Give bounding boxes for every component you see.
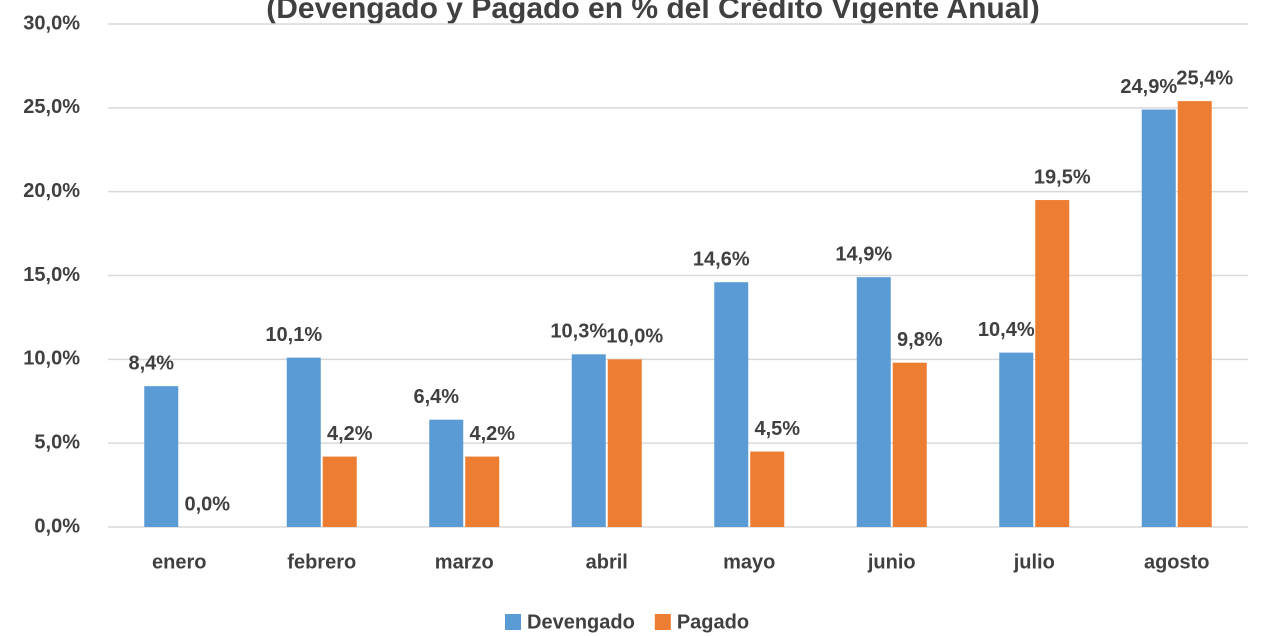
data-label: 8,4% [128,352,174,374]
y-tick-label: 30,0% [23,12,80,34]
bar [892,362,927,527]
x-tick-label: junio [867,551,916,573]
data-label: 4,2% [327,423,373,445]
data-label: 4,2% [469,423,515,445]
x-tick-label: mayo [723,551,775,573]
data-label: 10,1% [265,324,322,346]
data-label: 14,9% [835,243,892,265]
data-label: 10,3% [550,321,607,343]
data-label: 24,9% [1120,76,1177,98]
bar [322,456,357,527]
x-tick-label: agosto [1144,551,1210,573]
legend-label: Devengado [527,611,635,633]
legend-swatch [654,614,671,630]
data-label: 4,5% [754,418,800,440]
x-tick-label: enero [152,551,206,573]
data-label: 10,4% [978,319,1035,341]
y-tick-label: 0,0% [34,515,80,537]
data-label: 10,0% [606,326,663,348]
y-tick-label: 25,0% [23,96,80,118]
bar [714,282,749,527]
y-tick-label: 5,0% [34,431,80,453]
legend-swatch [505,614,521,630]
x-tick-label: abril [586,551,628,573]
bar [286,357,321,527]
bar [465,456,500,527]
data-label: 6,4% [413,386,459,408]
bar [429,419,464,527]
y-tick-label: 10,0% [23,348,80,370]
bar [999,352,1034,527]
x-tick-label: julio [1013,551,1055,573]
bar [1141,109,1176,527]
bar [144,386,179,527]
data-label: 14,6% [693,248,750,270]
data-label: 25,4% [1176,67,1233,89]
bar [571,354,606,527]
bar [607,359,642,527]
data-label: 9,8% [897,329,943,351]
y-tick-label: 15,0% [23,264,80,286]
data-label: 19,5% [1034,166,1091,188]
bar [856,277,891,527]
bar [1035,200,1070,528]
chart-title: (Devengado y Pagado en % del Crédito Vig… [266,0,1039,25]
x-tick-label: febrero [287,551,356,573]
bar [1177,101,1212,528]
data-label: 0,0% [184,493,230,515]
legend-label: Pagado [677,611,749,633]
bar [750,451,785,527]
x-tick-label: marzo [435,551,494,573]
y-tick-label: 20,0% [23,180,80,202]
